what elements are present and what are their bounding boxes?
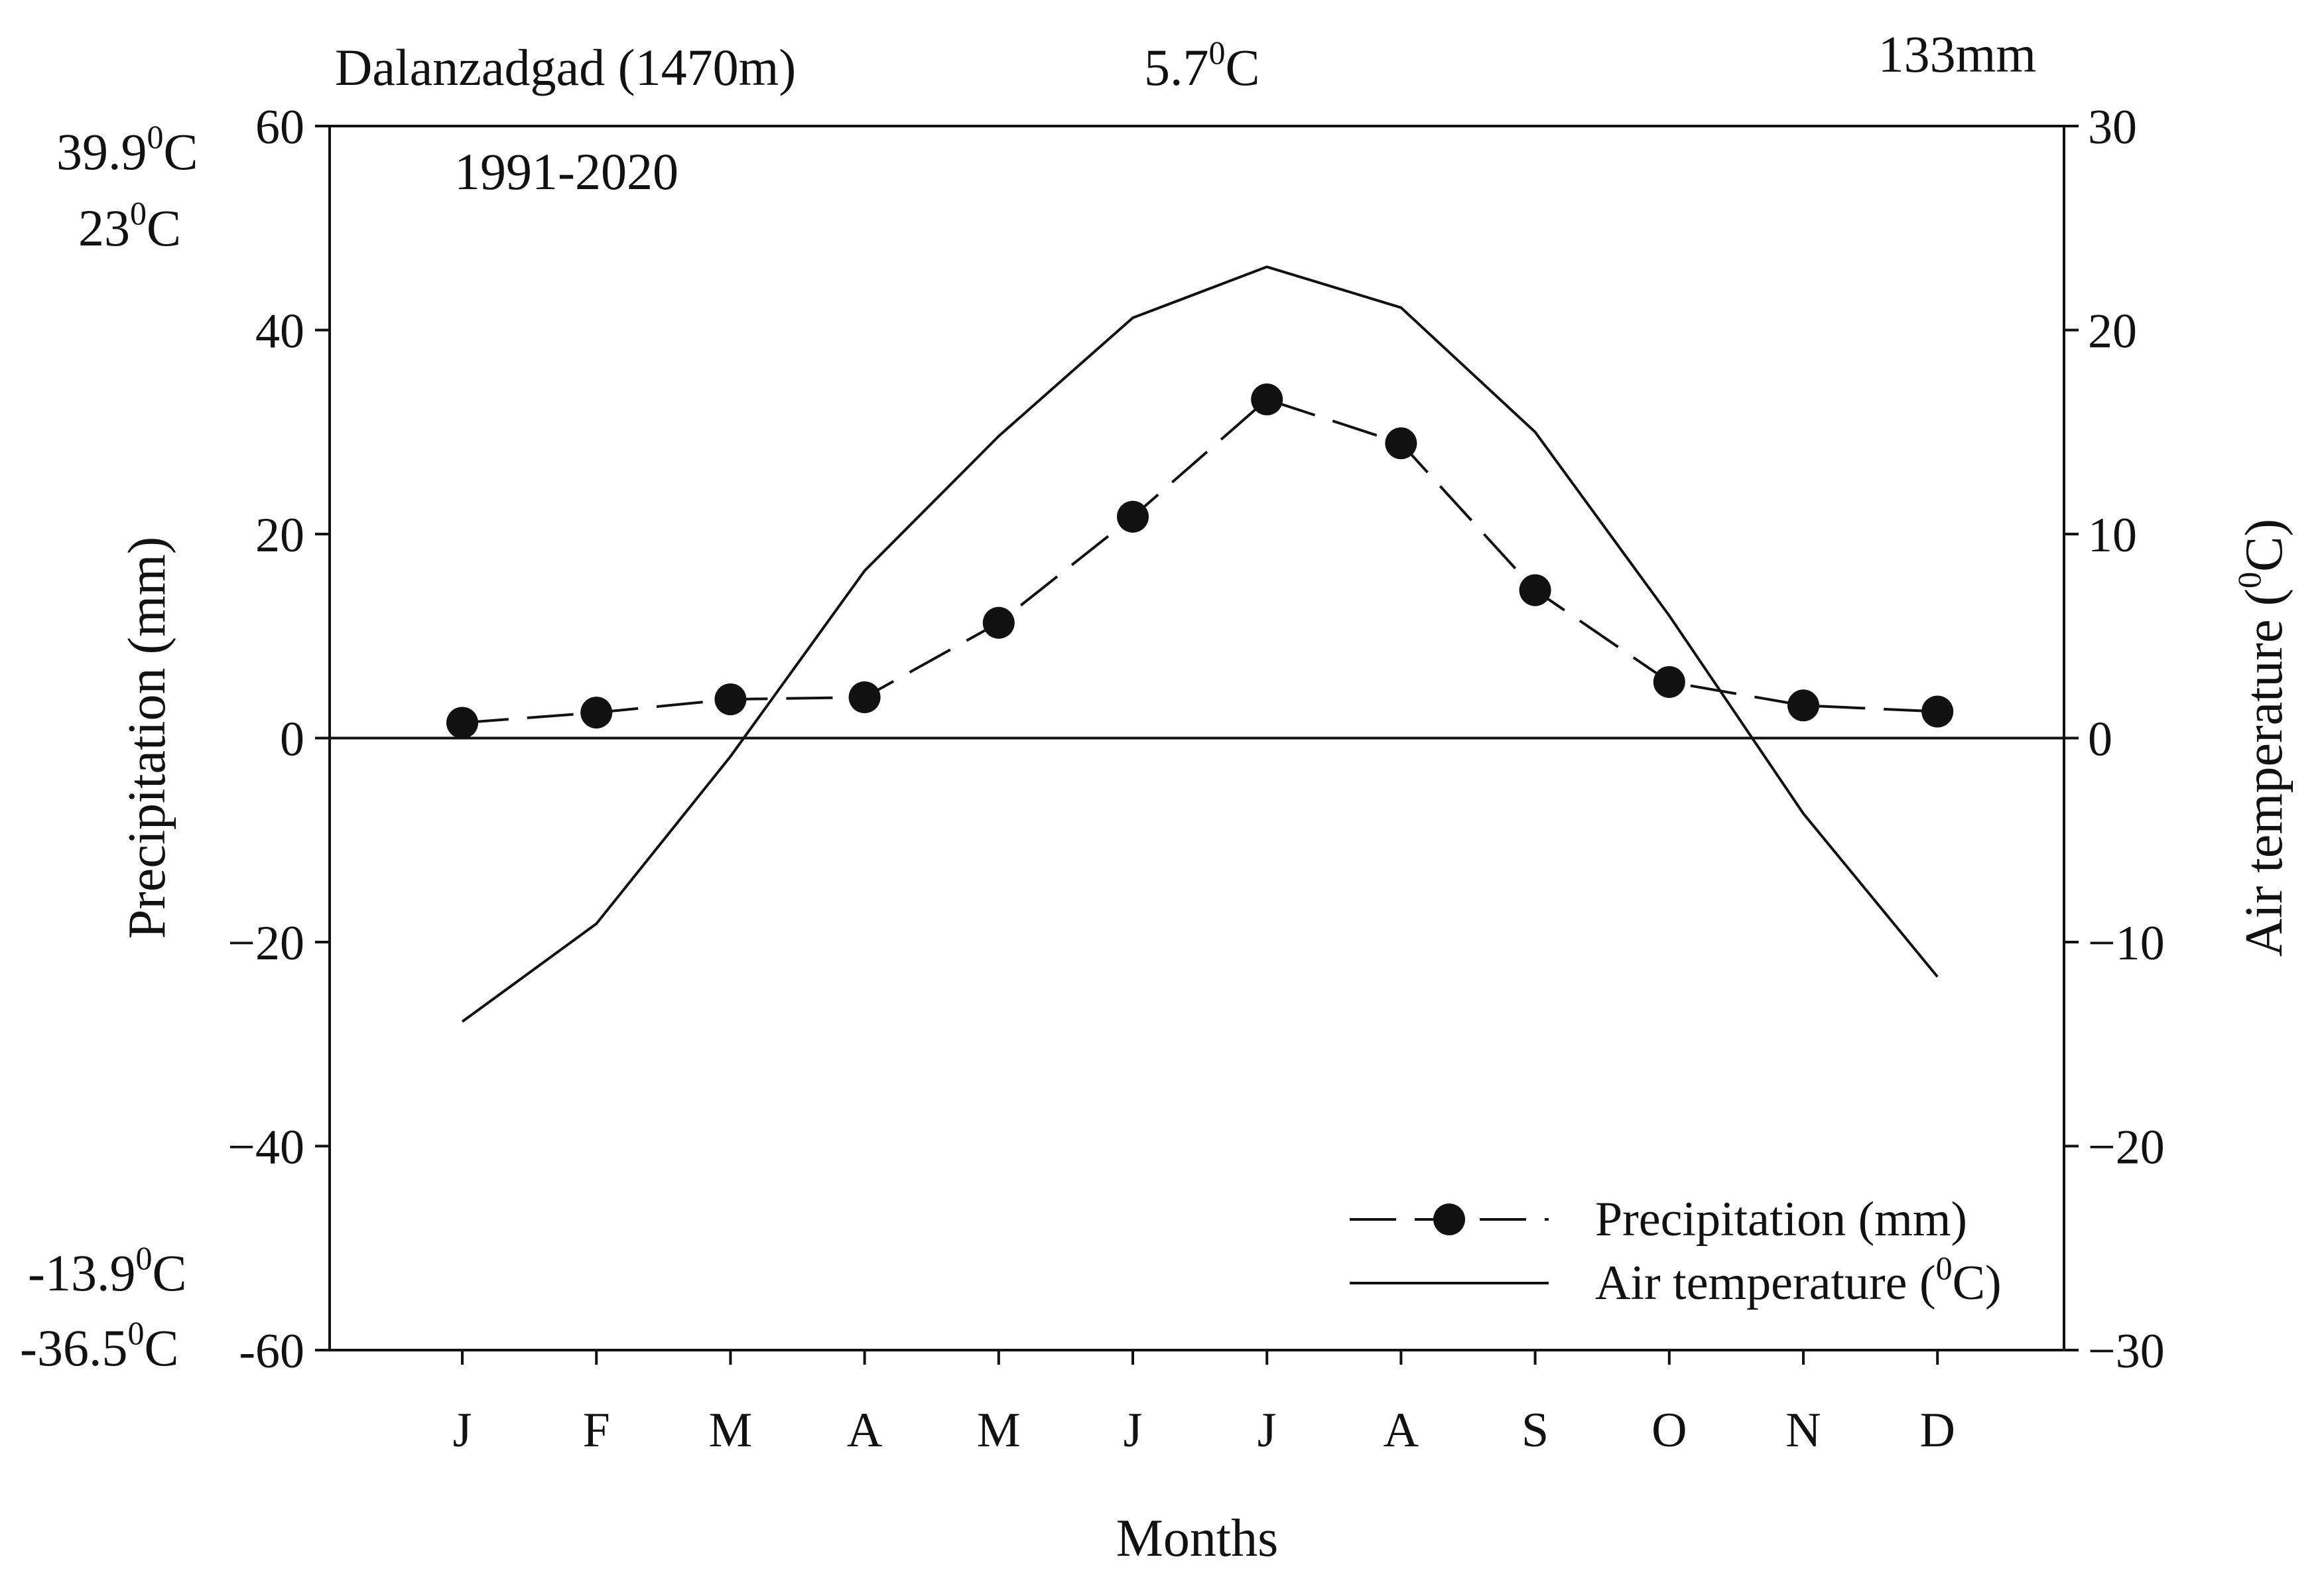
x-tick-label: D	[1919, 1403, 1955, 1458]
abs-min-temp-label: -36.50C	[20, 1314, 179, 1377]
precip-point	[1117, 500, 1149, 533]
legend: Precipitation (mm) Air temperature (0C)	[1350, 1192, 2002, 1310]
precip-point	[1787, 689, 1819, 722]
x-tick-label: A	[847, 1403, 882, 1458]
legend-temp-label: Air temperature (0C)	[1595, 1249, 2002, 1310]
x-tick-label: J	[1258, 1403, 1277, 1458]
series-precipitation-points	[446, 383, 1954, 739]
left-tick-label: 40	[255, 305, 304, 359]
x-tick-label: J	[453, 1403, 472, 1458]
annual-precip-label: 133mm	[1878, 25, 2036, 83]
precip-point	[580, 697, 613, 729]
x-tick-label: M	[977, 1403, 1021, 1458]
series-air-temperature-line	[461, 265, 1939, 1023]
legend-precip-marker	[1433, 1203, 1465, 1235]
precip-point	[848, 681, 881, 713]
left-tick-label: −40	[227, 1121, 304, 1175]
period-label: 1991-2020	[454, 143, 678, 200]
right-axis-ticks: 30 20 10 0 −10 −20 −30	[2064, 100, 2165, 1379]
left-tick-label: 20	[255, 508, 304, 563]
right-tick-label: 20	[2088, 305, 2137, 359]
mean-max-temp-label: 230C	[78, 194, 181, 257]
x-axis-label: Months	[1116, 1509, 1279, 1568]
left-tick-label: 0	[280, 713, 304, 767]
x-tick-label: N	[1785, 1403, 1821, 1458]
right-tick-label: 30	[2088, 100, 2137, 155]
right-tick-label: 0	[2088, 713, 2112, 767]
x-tick-label: A	[1384, 1403, 1419, 1458]
left-tick-label: 60	[255, 100, 304, 155]
left-tick-label: −20	[227, 916, 304, 971]
right-axis-label: Air temperature (0C)	[2230, 519, 2293, 957]
precip-point	[1653, 665, 1685, 698]
mean-temp-label: 5.70C	[1144, 34, 1260, 96]
x-tick-label: J	[1124, 1403, 1143, 1458]
x-tick-label: S	[1521, 1403, 1549, 1458]
right-tick-label: −10	[2088, 916, 2165, 971]
abs-max-temp-label: 39.90C	[56, 118, 198, 180]
right-tick-label: −20	[2088, 1121, 2165, 1175]
x-tick-label: O	[1651, 1403, 1687, 1458]
precip-point	[1519, 574, 1551, 606]
precip-point	[714, 683, 747, 716]
right-tick-label: 10	[2088, 508, 2137, 563]
left-tick-label: -60	[239, 1324, 304, 1379]
left-axis-label: Precipitation (mm)	[118, 537, 176, 939]
legend-precip-label: Precipitation (mm)	[1595, 1192, 1967, 1247]
precip-point	[1385, 427, 1417, 460]
precip-point	[446, 707, 478, 739]
x-tick-label: M	[708, 1403, 752, 1458]
mean-min-temp-label: -13.90C	[28, 1239, 187, 1302]
series-precipitation-line	[462, 397, 1938, 724]
right-tick-label: −30	[2088, 1324, 2165, 1379]
precip-point	[1251, 383, 1283, 416]
station-title: Dalanzadgad (1470m)	[335, 38, 796, 96]
precip-point	[1921, 695, 1954, 728]
precip-point	[982, 606, 1015, 639]
x-tick-label: F	[583, 1403, 610, 1458]
left-axis-ticks: 60 40 20 0 −20 −40 -60	[227, 100, 330, 1379]
